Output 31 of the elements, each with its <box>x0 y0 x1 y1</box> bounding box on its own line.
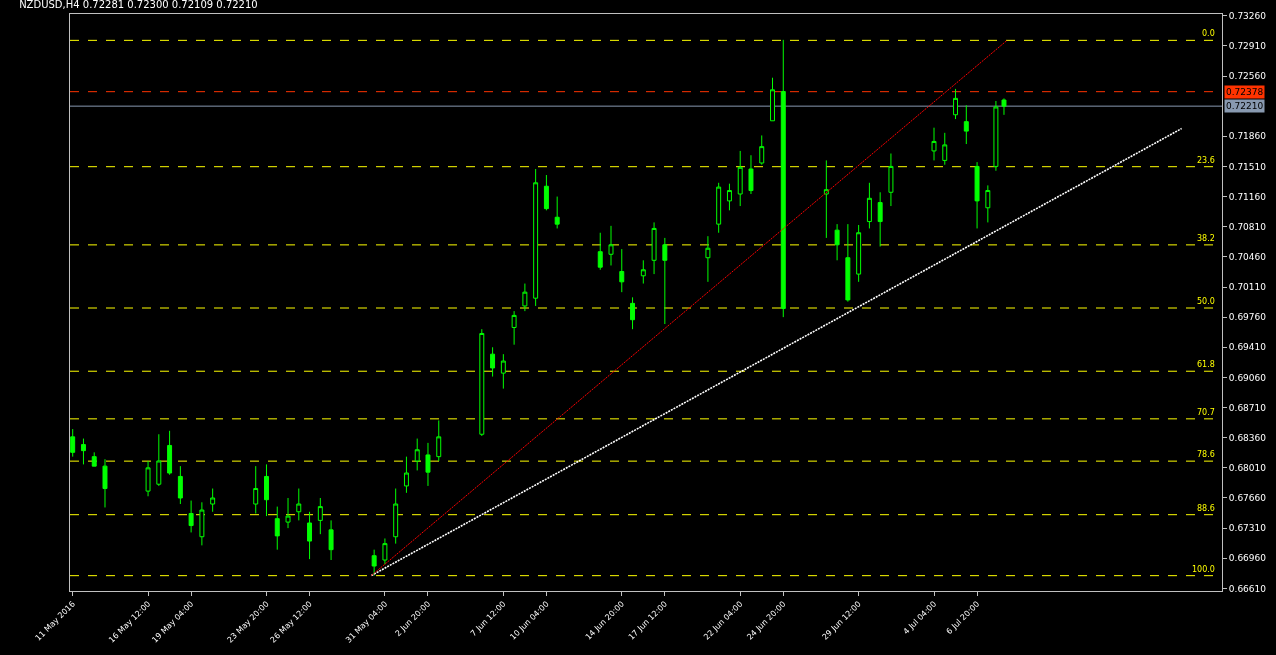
y-tick-label: 0.70460 <box>1228 252 1267 263</box>
y-tick-label: 0.73260 <box>1228 10 1267 21</box>
annotation: 100.0 <box>1192 565 1215 574</box>
annotation: 61.8 <box>1197 360 1215 369</box>
annotation: 50.0 <box>1197 297 1215 306</box>
annotation: 23.6 <box>1197 156 1215 165</box>
y-tick-label: 0.70810 <box>1228 221 1267 232</box>
ref-line-label: 0.72378 <box>1226 87 1264 97</box>
y-tick-label: 0.66610 <box>1228 583 1267 594</box>
y-tick-label: 0.70110 <box>1228 282 1267 293</box>
y-tick-label: 0.68010 <box>1228 463 1267 473</box>
y-tick-label: 0.67310 <box>1228 523 1267 534</box>
ref-line-label: 0.72210 <box>1226 101 1264 111</box>
y-tick-label: 0.69410 <box>1228 342 1267 353</box>
y-tick-label: 0.71860 <box>1228 131 1267 142</box>
y-tick-label: 0.66960 <box>1228 553 1267 564</box>
y-tick-label: 0.69760 <box>1228 312 1267 323</box>
chart-title: NZDUSD,H4 0.72281 0.72300 0.72109 0.72210 <box>19 0 258 11</box>
y-tick-label: 0.71510 <box>1228 161 1267 172</box>
annotation: 78.6 <box>1197 450 1215 459</box>
annotation: 38.2 <box>1197 234 1215 243</box>
y-tick-label: 0.68710 <box>1228 402 1267 413</box>
y-tick-label: 0.67660 <box>1228 493 1267 504</box>
annotation: 88.6 <box>1197 504 1215 513</box>
annotation: 70.7 <box>1197 408 1215 417</box>
y-tick-label: 0.71160 <box>1228 191 1267 202</box>
y-tick-label: 0.68360 <box>1228 432 1267 443</box>
y-tick-label: 0.72560 <box>1228 71 1267 82</box>
y-tick-label: 0.69060 <box>1228 372 1267 383</box>
y-tick-label: 0.72910 <box>1228 41 1267 52</box>
annotation: 0.0 <box>1202 29 1215 38</box>
